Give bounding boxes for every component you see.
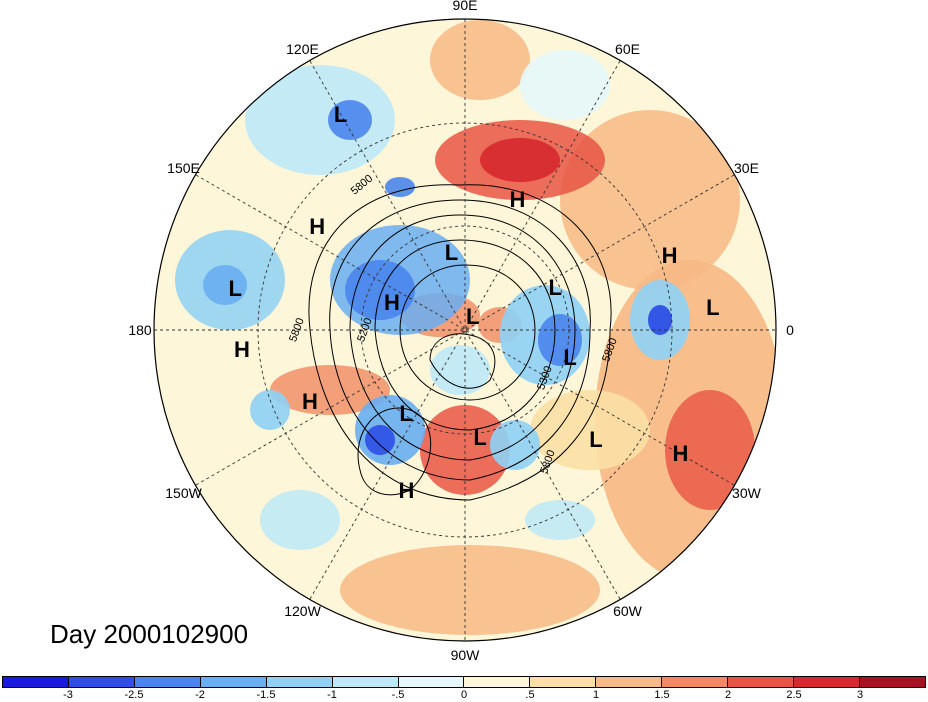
high-pressure-label: H: [398, 477, 415, 503]
colorbar-tick-label: 1.5: [654, 689, 670, 701]
colorbar-swatch: [266, 677, 333, 687]
colorbar-swatch: [596, 677, 663, 687]
low-pressure-label: L: [589, 426, 603, 452]
colorbar-swatch: [530, 677, 597, 687]
colorbar-swatch: [464, 677, 531, 687]
colorbar-tick-label: 2.5: [786, 689, 802, 701]
colorbar-swatch: [728, 677, 795, 687]
map-boundary: [153, 18, 777, 642]
colorbar-tick-label: 0: [460, 689, 468, 701]
longitude-label: 150E: [167, 159, 200, 176]
low-pressure-label: L: [473, 424, 487, 450]
colorbar-tick-label: -3: [63, 689, 73, 701]
low-pressure-label: L: [333, 101, 348, 127]
colorbar-tick-label: 1: [592, 689, 600, 701]
longitude-label: 60W: [613, 603, 642, 620]
longitude-label: 30W: [732, 484, 761, 501]
low-pressure-label: L: [706, 295, 720, 321]
longitude-label: 60E: [615, 40, 640, 57]
longitude-label: 150W: [165, 484, 202, 501]
low-pressure-label: L: [548, 274, 562, 300]
colorbar-swatch: [662, 677, 729, 687]
colorbar-swatch: [200, 677, 267, 687]
longitude-label: 180: [128, 322, 152, 338]
high-pressure-label: H: [302, 389, 318, 415]
colorbar-tick-label: -.5: [391, 689, 405, 701]
low-pressure-label: L: [399, 401, 413, 427]
high-pressure-label: H: [661, 242, 678, 268]
page-title: Day 2000102900: [50, 619, 249, 649]
low-pressure-label: L: [228, 276, 243, 302]
colorbar-swatch: [3, 677, 69, 687]
colorbar-tick-label: -1: [327, 689, 337, 701]
longitude-label: 90W: [450, 647, 480, 663]
colorbar-tick-label: -2.5: [124, 689, 144, 701]
colorbar-swatch: [332, 677, 399, 687]
colorbar: [2, 676, 926, 688]
colorbar-swatch: [134, 677, 201, 687]
colorbar-tick-label: 2: [724, 689, 732, 701]
low-pressure-label: L: [563, 345, 577, 371]
colorbar-tick-label: -2: [195, 689, 205, 701]
low-pressure-label: L: [444, 240, 459, 266]
high-pressure-label: H: [509, 187, 526, 213]
low-pressure-label: L: [466, 303, 480, 329]
high-pressure-label: H: [672, 441, 689, 467]
longitude-label: 0: [786, 322, 794, 338]
longitude-label: 30E: [733, 159, 759, 176]
colorbar-tick-label: 3: [856, 689, 864, 701]
longitude-label: 120E: [286, 40, 319, 57]
longitude-label: 90E: [452, 0, 478, 13]
colorbar-swatch: [398, 677, 465, 687]
colorbar-tick-label: -1.5: [256, 689, 276, 701]
colorbar-swatch: [859, 677, 925, 687]
graticule: [154, 19, 776, 641]
colorbar-tick-label: .5: [525, 689, 535, 701]
high-pressure-label: H: [309, 213, 326, 239]
colorbar-swatch: [794, 677, 860, 687]
high-pressure-label: H: [233, 336, 250, 362]
high-pressure-label: H: [383, 290, 400, 316]
colorbar-swatch: [68, 677, 135, 687]
longitude-label: 120W: [284, 603, 321, 620]
